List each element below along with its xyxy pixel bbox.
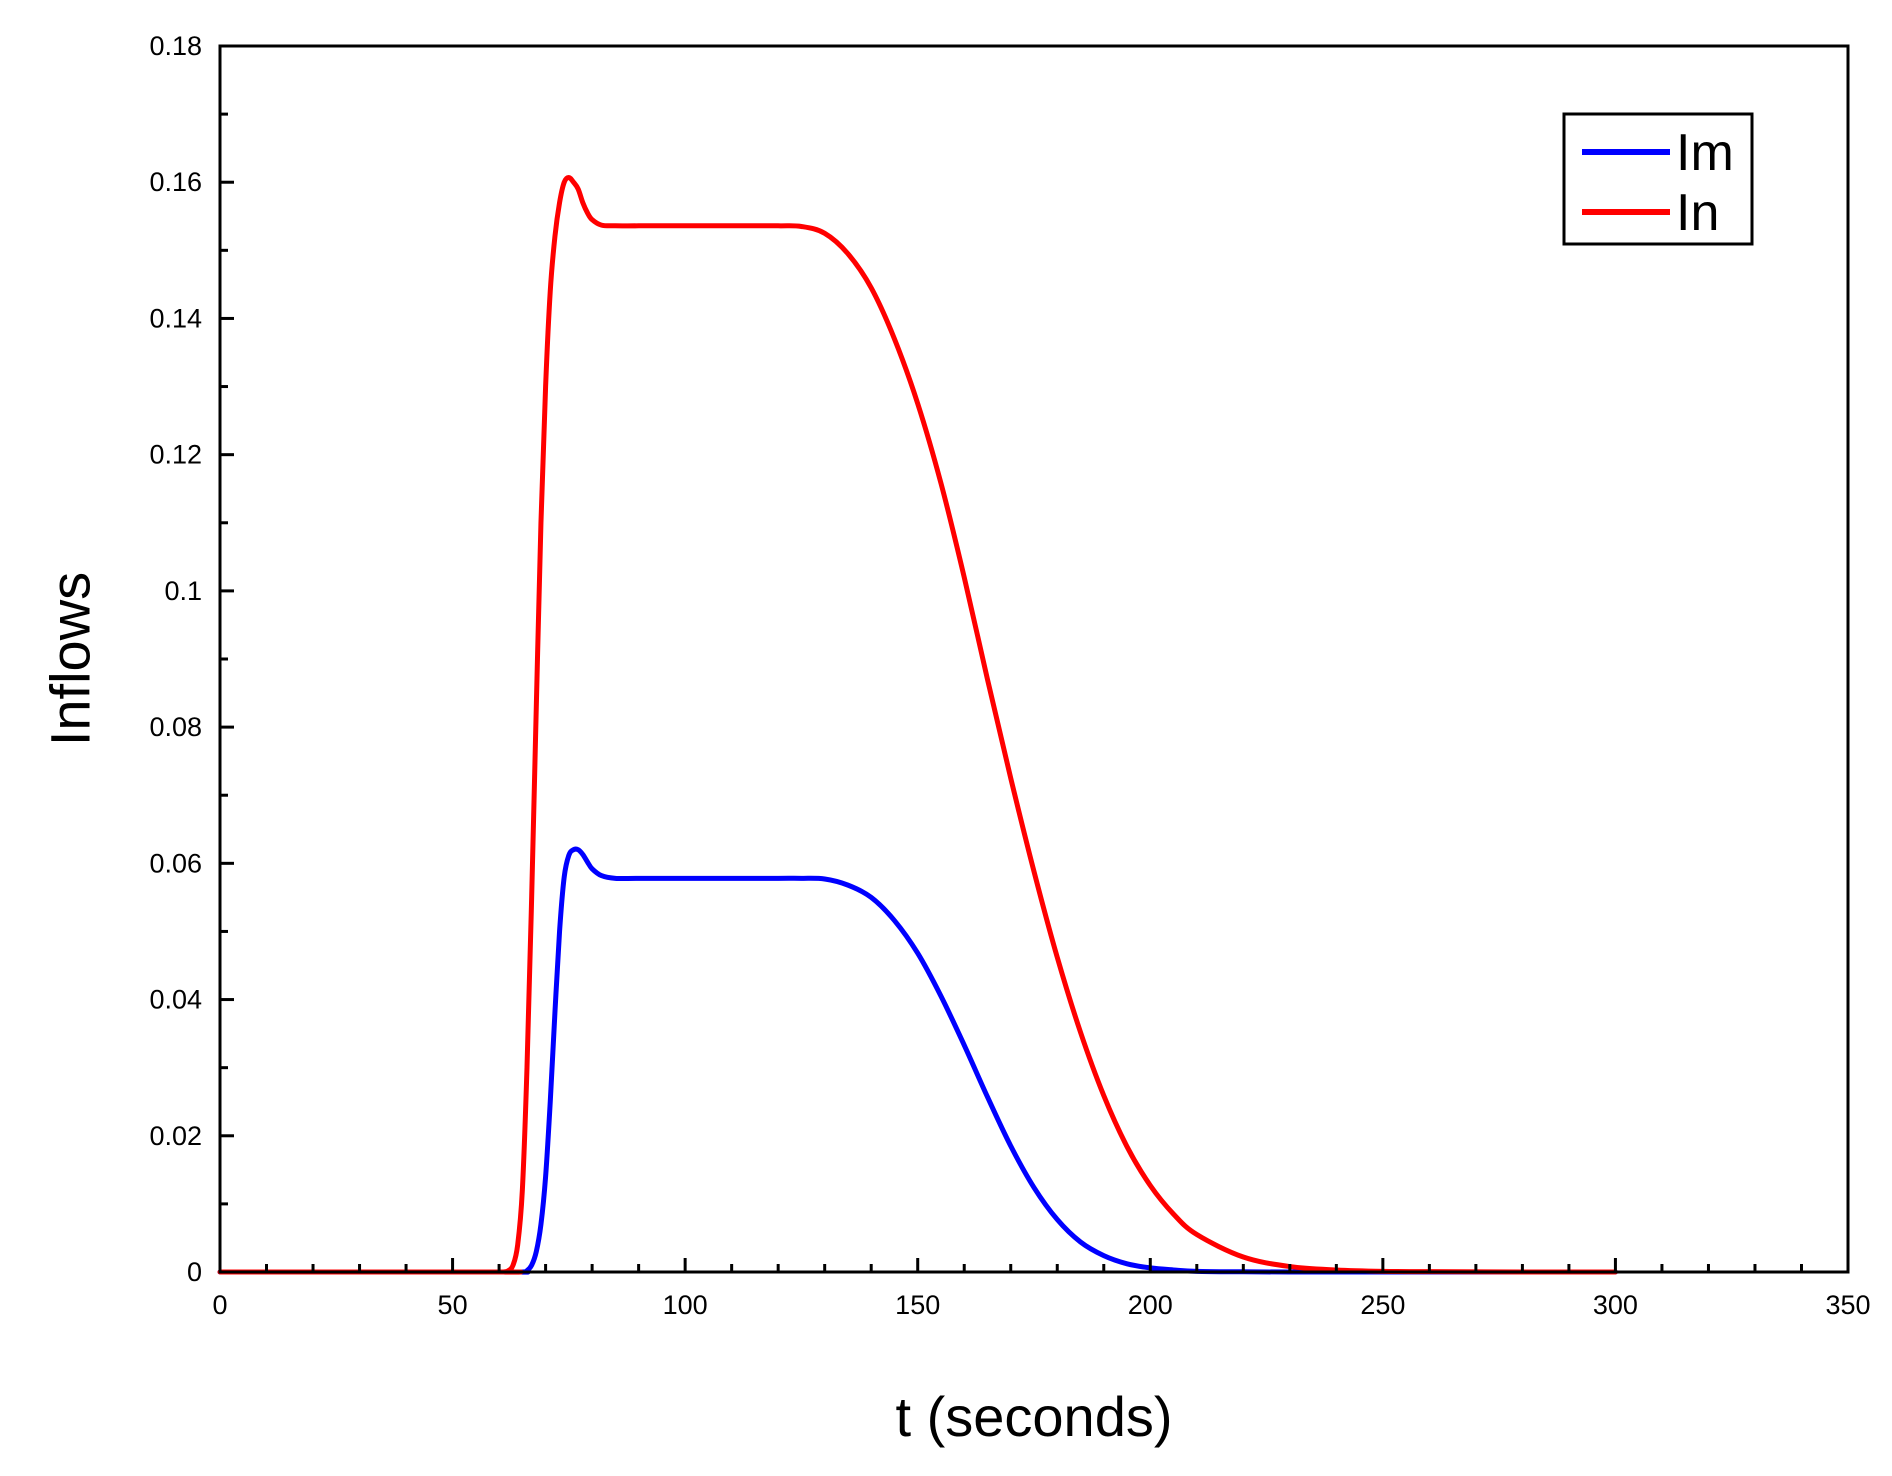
x-tick-label: 300 (1593, 1290, 1638, 1320)
x-tick-label: 250 (1360, 1290, 1405, 1320)
legend-label-im: Im (1676, 124, 1734, 182)
series-line-in (217, 174, 1618, 1275)
y-tick-label: 0.02 (149, 1121, 202, 1151)
x-tick-label: 200 (1128, 1290, 1173, 1320)
x-tick-label: 0 (212, 1290, 227, 1320)
y-tick-label: 0.14 (149, 303, 202, 333)
y-tick-label: 0.04 (149, 985, 202, 1015)
y-tick-label: 0.18 (149, 31, 202, 61)
y-tick-label: 0.16 (149, 167, 202, 197)
series-layer (217, 174, 1618, 1275)
y-tick-label: 0 (187, 1257, 202, 1287)
series-line-im (217, 846, 1618, 1275)
x-tick-label: 100 (663, 1290, 708, 1320)
y-tick-label: 0.1 (164, 576, 202, 606)
y-tick-label: 0.12 (149, 440, 202, 470)
x-tick-label: 350 (1825, 1290, 1870, 1320)
x-tick-label: 150 (895, 1290, 940, 1320)
x-tick-label: 50 (438, 1290, 468, 1320)
y-tick-label: 0.06 (149, 848, 202, 878)
y-axis-title: Inflows (39, 572, 102, 746)
legend-box (1562, 112, 1754, 246)
x-axis-title: t (seconds) (896, 1385, 1173, 1448)
legend-label-in: In (1676, 184, 1719, 242)
x-axis: 0 50 100 150 200 250 300 350 (212, 1258, 1871, 1320)
y-axis: 0 0.02 0.04 0.06 0.08 0.1 0.12 0.14 0.16 0.18 (149, 31, 234, 1287)
y-tick-label: 0.08 (149, 712, 202, 742)
